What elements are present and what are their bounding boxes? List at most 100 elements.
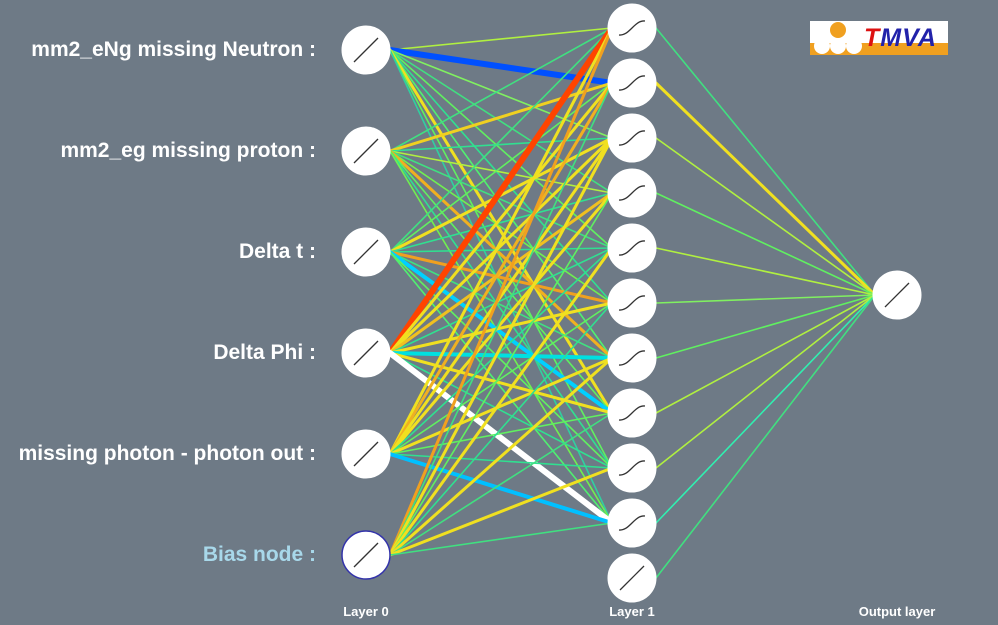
weight-edge-1-5 — [389, 150, 613, 304]
weight-edge-hidden-7-output — [655, 294, 876, 414]
sigmoid-activation-icon — [618, 405, 646, 421]
weight-edge-5-6 — [388, 356, 614, 557]
weight-edge-3-7 — [388, 351, 614, 415]
network-nodes — [341, 3, 922, 603]
weight-edge-3-1 — [388, 81, 614, 355]
hidden-node-2 — [607, 113, 657, 163]
input-node-4 — [341, 429, 391, 479]
hidden-node-7 — [607, 388, 657, 438]
weight-edge-hidden-3-output — [655, 192, 876, 296]
weight-edge-4-0 — [388, 26, 614, 456]
linear-activation-icon — [884, 282, 910, 308]
weight-edge-2-1 — [389, 82, 613, 253]
input-label-proton: mm2_eg missing proton : — [60, 139, 316, 162]
weight-edge-1-1 — [388, 81, 614, 153]
input-label-photon: missing photon - photon out : — [18, 442, 316, 465]
weight-edge-1-4 — [389, 150, 613, 249]
weight-edge-hidden-10-output — [655, 294, 876, 579]
layer-0-label: Layer 0 — [343, 604, 389, 619]
hidden-node-5 — [607, 278, 657, 328]
weight-edge-4-3 — [388, 191, 614, 456]
weight-edge-hidden-4-output — [655, 247, 876, 296]
weight-edge-hidden-2-output — [655, 137, 876, 296]
weight-edge-hidden-9-output — [655, 294, 876, 524]
sigmoid-activation-icon — [618, 75, 646, 91]
sigmoid-activation-icon — [618, 460, 646, 476]
hidden-node-9 — [607, 498, 657, 548]
weight-edge-5-9 — [389, 522, 613, 556]
weight-edge-5-1 — [389, 82, 613, 556]
weight-edge-1-8 — [389, 150, 613, 469]
input-label-bias: Bias node : — [202, 543, 316, 566]
weight-edge-1-7 — [389, 150, 613, 414]
input-node-1 — [341, 126, 391, 176]
sigmoid-activation-icon — [618, 240, 646, 256]
weight-edge-5-3 — [389, 192, 613, 556]
weight-edge-1-2 — [389, 137, 613, 152]
output-node — [872, 270, 922, 320]
sigmoid-activation-icon — [618, 515, 646, 531]
weight-edge-0-7 — [388, 48, 614, 415]
weight-edge-2-4 — [389, 247, 613, 253]
weight-edge-0-0 — [389, 27, 613, 51]
weight-edge-5-5 — [389, 302, 613, 556]
weight-edge-4-6 — [388, 356, 614, 456]
hidden-node-8 — [607, 443, 657, 493]
linear-activation-icon — [353, 441, 379, 467]
input-node-2 — [341, 227, 391, 277]
linear-activation-icon — [353, 340, 379, 366]
tmva-logo-icon — [810, 21, 948, 55]
input-node-3 — [341, 328, 391, 378]
weight-edge-1-0 — [389, 27, 613, 152]
tmva-logo: TMVA — [810, 21, 948, 55]
weight-connections — [387, 25, 877, 579]
weight-edge-2-7 — [388, 250, 614, 415]
linear-activation-icon — [353, 37, 379, 63]
hidden-node-1 — [607, 58, 657, 108]
layer-1-label: Layer 1 — [609, 604, 655, 619]
weight-edge-2-5 — [388, 250, 614, 305]
weight-edge-5-2 — [388, 136, 614, 557]
weight-edge-4-4 — [389, 247, 613, 455]
weight-edge-hidden-6-output — [655, 294, 876, 359]
linear-activation-icon — [353, 138, 379, 164]
weight-edge-3-3 — [388, 191, 614, 355]
weight-edge-5-8 — [388, 466, 614, 557]
weight-edge-0-6 — [389, 49, 613, 359]
weight-edge-4-1 — [388, 81, 614, 456]
bias-node — [341, 530, 391, 580]
weight-edge-hidden-5-output — [655, 294, 876, 304]
weight-edge-0-4 — [389, 49, 613, 249]
weight-edge-2-3 — [389, 192, 613, 253]
weight-edge-3-8 — [389, 352, 613, 469]
tmva-logo-text: TMVA — [864, 24, 937, 52]
hidden-node-4 — [607, 223, 657, 273]
weight-edge-5-7 — [389, 412, 613, 556]
weight-edge-4-5 — [389, 302, 613, 455]
weight-edge-5-4 — [388, 246, 614, 557]
weight-edge-3-5 — [388, 301, 614, 355]
weight-edge-0-3 — [389, 49, 613, 194]
weight-edge-2-0 — [389, 27, 613, 253]
sigmoid-activation-icon — [618, 350, 646, 366]
weight-edge-1-6 — [388, 149, 614, 360]
weight-edge-hidden-1-output — [654, 81, 877, 297]
sigmoid-activation-icon — [618, 185, 646, 201]
weight-edge-1-3 — [389, 150, 613, 194]
weight-edge-0-9 — [389, 49, 613, 524]
hidden-node-3 — [607, 168, 657, 218]
weight-edge-hidden-0-output — [655, 27, 876, 296]
weight-edge-1-9 — [389, 150, 613, 524]
weight-edge-4-2 — [388, 136, 614, 456]
linear-activation-icon — [619, 565, 645, 591]
weight-edge-3-2 — [388, 136, 614, 355]
weight-edge-2-8 — [389, 251, 613, 469]
input-label-delta-phi: Delta Phi : — [213, 341, 316, 364]
weight-edge-4-7 — [389, 412, 613, 455]
linear-activation-icon — [353, 542, 379, 568]
weight-edge-2-6 — [389, 251, 613, 359]
input-label-neutron: mm2_eNg missing Neutron : — [31, 38, 316, 61]
weight-edge-5-0 — [388, 26, 614, 557]
